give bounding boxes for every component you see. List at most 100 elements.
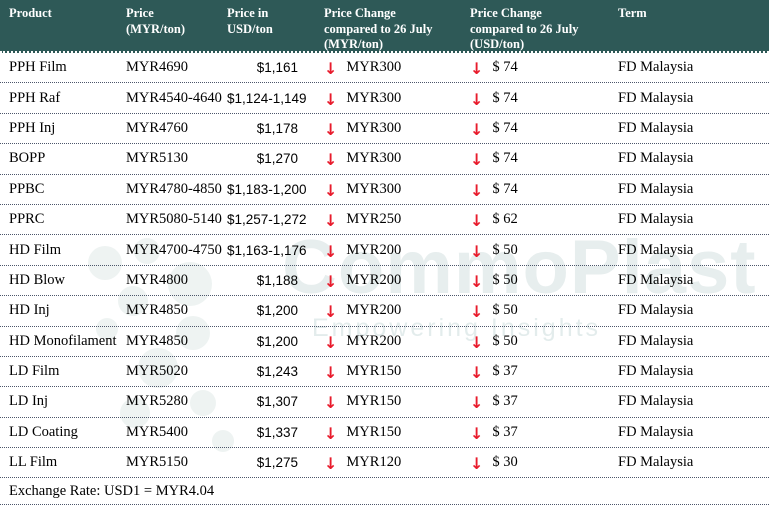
change-myr-value: MYR150: [346, 423, 402, 440]
change-myr-value: MYR200: [346, 332, 402, 349]
change-usd-value: $ 74: [492, 150, 518, 167]
price-usd-cell: $1,183-1,200: [227, 181, 307, 197]
table-row: LD Inj MYR5280 $1,307 ↓ MYR150 ↓ $ 37 FD…: [0, 387, 769, 418]
change-usd-value: $ 37: [492, 423, 518, 440]
change-usd-cell: ↓ $ 74: [470, 119, 618, 139]
term-cell: FD Malaysia: [618, 119, 694, 136]
down-arrow-icon: ↓: [470, 363, 484, 383]
change-usd-value: $ 74: [492, 180, 518, 197]
table-row: LD Film MYR5020 $1,243 ↓ MYR150 ↓ $ 37 F…: [0, 357, 769, 388]
down-arrow-icon: ↓: [470, 423, 484, 443]
down-arrow-icon: ↓: [324, 423, 338, 443]
price-usd-cell: $1,161: [256, 60, 298, 76]
term-cell: FD Malaysia: [618, 89, 694, 106]
change-myr-cell: ↓ MYR200: [324, 332, 470, 352]
price-myr-cell: MYR4800: [126, 271, 189, 288]
price-usd-cell: $1,275: [256, 455, 298, 471]
change-usd-cell: ↓ $ 50: [470, 241, 618, 261]
price-usd-cell: $1,243: [256, 364, 298, 380]
price-usd-cell: $1,124-1,149: [227, 90, 307, 106]
down-arrow-icon: ↓: [470, 89, 484, 109]
down-arrow-icon: ↓: [324, 302, 338, 322]
price-myr-cell: MYR4760: [126, 119, 189, 136]
down-arrow-icon: ↓: [324, 271, 338, 291]
change-myr-cell: ↓ MYR250: [324, 210, 470, 231]
price-table: Product Price (MYR/ton) Price in USD/ton…: [0, 0, 769, 506]
change-myr-cell: ↓ MYR300: [324, 89, 470, 109]
down-arrow-icon: ↓: [470, 271, 484, 291]
change-myr-value: MYR300: [346, 119, 402, 136]
price-usd-cell: $1,188: [256, 272, 298, 288]
down-arrow-icon: ↓: [470, 150, 484, 170]
price-myr-cell: MYR5280: [126, 393, 189, 410]
price-myr-cell: MYR5020: [126, 363, 189, 380]
change-usd-value: $ 74: [492, 119, 518, 136]
change-myr-cell: ↓ MYR120: [324, 453, 470, 473]
change-myr-cell: ↓ MYR300: [324, 180, 470, 200]
change-usd-cell: ↓ $ 37: [470, 392, 618, 412]
term-cell: FD Malaysia: [618, 454, 694, 471]
term-cell: FD Malaysia: [618, 332, 694, 349]
change-myr-cell: ↓ MYR300: [324, 119, 470, 139]
change-usd-cell: ↓ $ 37: [470, 362, 618, 383]
price-myr-cell: MYR4850: [126, 332, 189, 349]
down-arrow-icon: ↓: [470, 211, 484, 231]
change-usd-cell: ↓ $ 62: [470, 210, 618, 231]
change-usd-cell: ↓ $ 50: [470, 332, 618, 352]
column-header-product: Product: [9, 6, 52, 20]
product-cell: HD Monofilament: [9, 332, 117, 349]
change-usd-value: $ 74: [492, 89, 518, 106]
change-usd-cell: ↓ $ 74: [470, 89, 618, 109]
product-cell: LD Coating: [9, 423, 78, 440]
change-myr-cell: ↓ MYR200: [324, 271, 470, 291]
product-cell: LD Inj: [9, 393, 49, 410]
table-row: PPRC MYR5080-5140 $1,257-1,272 ↓ MYR250 …: [0, 205, 769, 236]
down-arrow-icon: ↓: [470, 241, 484, 261]
down-arrow-icon: ↓: [324, 393, 338, 413]
product-cell: HD Blow: [9, 271, 65, 288]
price-usd-cell: $1,257-1,272: [227, 212, 307, 228]
term-cell: FD Malaysia: [618, 363, 694, 380]
change-myr-value: MYR200: [346, 302, 402, 319]
product-cell: BOPP: [9, 150, 46, 167]
change-usd-value: $ 50: [492, 332, 518, 349]
column-header-change-usd: Price Change compared to 26 July (USD/to…: [470, 6, 579, 52]
term-cell: FD Malaysia: [618, 271, 694, 288]
table-row: PPH Film MYR4690 $1,161 ↓ MYR300 ↓ $ 74 …: [0, 53, 769, 84]
column-header-price-myr: Price (MYR/ton): [126, 6, 186, 36]
change-myr-value: MYR150: [346, 363, 402, 380]
table-row: HD Monofilament MYR4850 $1,200 ↓ MYR200 …: [0, 327, 769, 357]
price-usd-cell: $1,307: [256, 394, 298, 410]
change-usd-value: $ 37: [492, 393, 518, 410]
term-cell: FD Malaysia: [618, 241, 694, 258]
price-myr-cell: MYR5400: [126, 423, 189, 440]
change-usd-value: $ 30: [492, 454, 518, 471]
change-usd-cell: ↓ $ 30: [470, 453, 618, 473]
change-usd-value: $ 37: [492, 363, 518, 380]
down-arrow-icon: ↓: [470, 119, 484, 139]
down-arrow-icon: ↓: [324, 211, 338, 231]
column-header-price-usd: Price in USD/ton: [227, 6, 273, 36]
price-myr-cell: MYR4540-4640: [126, 89, 222, 106]
price-usd-cell: $1,337: [256, 424, 298, 440]
product-cell: HD Inj: [9, 302, 50, 319]
table-row: LD Coating MYR5400 $1,337 ↓ MYR150 ↓ $ 3…: [0, 418, 769, 449]
table-row: HD Blow MYR4800 $1,188 ↓ MYR200 ↓ $ 50 F…: [0, 266, 769, 297]
change-usd-cell: ↓ $ 50: [470, 271, 618, 291]
change-usd-cell: ↓ $ 74: [470, 149, 618, 170]
change-myr-cell: ↓ MYR300: [324, 58, 470, 78]
table-row: PPBC MYR4780-4850 $1,183-1,200 ↓ MYR300 …: [0, 175, 769, 205]
product-cell: PPRC: [9, 211, 45, 228]
change-myr-cell: ↓ MYR150: [324, 392, 470, 413]
price-usd-cell: $1,200: [256, 333, 298, 349]
term-cell: FD Malaysia: [618, 423, 694, 440]
product-cell: PPH Inj: [9, 119, 56, 136]
table-row: LL Film MYR5150 $1,275 ↓ MYR120 ↓ $ 30 F…: [0, 448, 769, 479]
term-cell: FD Malaysia: [618, 302, 694, 319]
price-myr-cell: MYR4780-4850: [126, 180, 222, 197]
price-myr-cell: MYR5150: [126, 454, 189, 471]
price-usd-cell: $1,200: [256, 303, 298, 319]
change-myr-value: MYR300: [346, 180, 402, 197]
product-cell: LL Film: [9, 454, 58, 471]
